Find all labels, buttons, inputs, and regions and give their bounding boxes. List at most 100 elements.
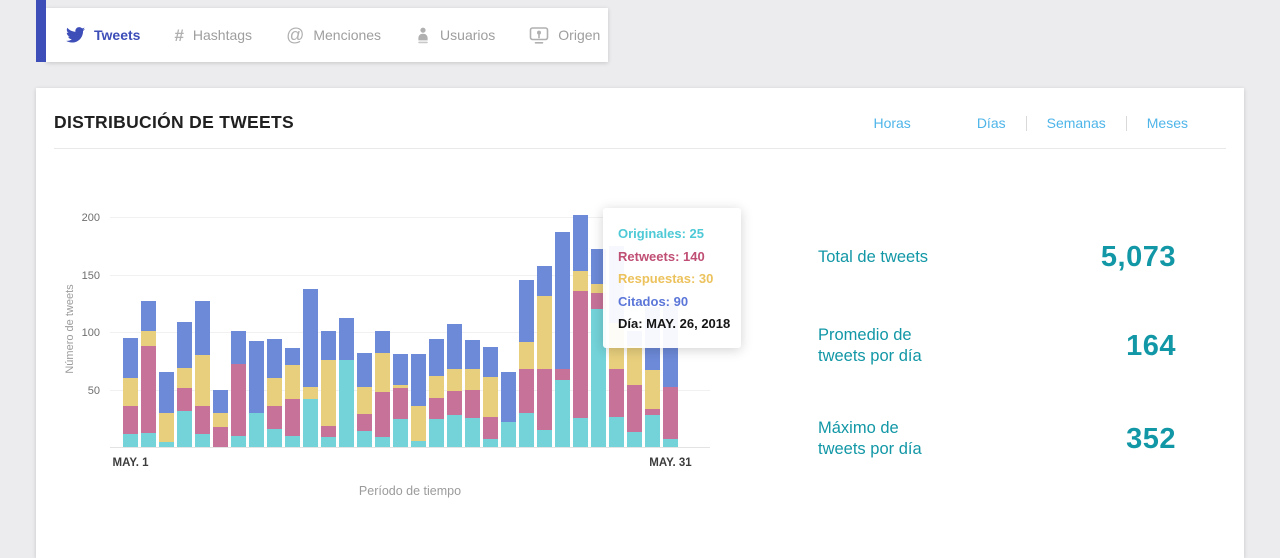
segment-retweets: [645, 409, 660, 415]
x-axis-title: Período de tiempo: [358, 484, 462, 498]
tab-origen[interactable]: Origen: [529, 26, 601, 44]
segment-citados: [267, 338, 282, 379]
segment-retweets: [519, 368, 534, 413]
tab-label: Origen: [558, 27, 601, 43]
segment-citados: [591, 249, 606, 284]
stat-label: Máximo de tweets por día: [818, 419, 922, 458]
filter-meses[interactable]: Meses: [1146, 115, 1188, 131]
bar-may-16[interactable]: [393, 353, 408, 447]
segment-retweets: [447, 390, 462, 415]
filter-dias[interactable]: Días: [976, 115, 1006, 131]
segment-originales: [483, 438, 498, 447]
segment-originales: [393, 419, 408, 447]
segment-respuestas: [303, 387, 318, 399]
stat-label: Promedio de tweets por día: [818, 326, 922, 365]
bar-may-29[interactable]: [627, 330, 642, 447]
stat-total-tweets: Total de tweets 5,073: [818, 229, 1176, 285]
segment-originales: [339, 359, 354, 447]
twitter-icon: [66, 27, 85, 43]
tooltip-citados: Citados: 90: [618, 293, 689, 309]
bar-may-24[interactable]: [537, 266, 552, 447]
segment-respuestas: [285, 365, 300, 399]
segment-originales: [357, 430, 372, 447]
segment-originales: [249, 412, 264, 447]
bar-may-19[interactable]: [447, 323, 462, 447]
segment-originales: [429, 419, 444, 447]
bar-may-27[interactable]: [591, 249, 606, 447]
segment-citados: [195, 300, 210, 356]
segment-retweets: [609, 368, 624, 418]
filter-horas[interactable]: Horas: [873, 115, 911, 131]
segment-originales: [231, 435, 246, 447]
bar-may-6[interactable]: [213, 389, 228, 447]
bar-may-2[interactable]: [141, 300, 156, 447]
segment-citados: [393, 353, 408, 385]
bar-may-3[interactable]: [159, 372, 174, 447]
segment-originales: [159, 442, 174, 447]
bar-may-12[interactable]: [321, 330, 336, 447]
bar-may-9[interactable]: [267, 338, 282, 447]
segment-retweets: [537, 368, 552, 430]
tab-usuarios[interactable]: Usuarios: [415, 27, 495, 44]
segment-retweets: [465, 389, 480, 419]
bar-may-26[interactable]: [573, 214, 588, 447]
segment-respuestas: [519, 342, 534, 369]
x-axis-line: [110, 447, 710, 448]
bar-may-23[interactable]: [519, 280, 534, 447]
tooltip-originales: Originales: 25: [618, 226, 704, 241]
segment-retweets: [141, 345, 156, 434]
segment-citados: [339, 318, 354, 360]
segment-retweets: [195, 405, 210, 435]
gridline-50: [110, 389, 710, 391]
tweet-distribution-panel: DISTRIBUCIÓN DE TWEETS Horas Días Semana…: [36, 88, 1244, 558]
tooltip-retweets: Retweets: 140: [618, 248, 705, 264]
tab-tweets[interactable]: Tweets: [66, 27, 140, 43]
bar-may-22[interactable]: [501, 372, 516, 447]
bar-may-17[interactable]: [411, 353, 426, 447]
bar-may-14[interactable]: [357, 352, 372, 447]
segment-originales: [141, 433, 156, 447]
tab-label: Usuarios: [440, 27, 496, 43]
bar-may-7[interactable]: [231, 330, 246, 447]
filter-semanas[interactable]: Semanas: [1046, 115, 1106, 131]
segment-originales: [537, 429, 552, 447]
segment-citados: [555, 231, 570, 369]
segment-originales: [447, 414, 462, 447]
segment-retweets: [393, 388, 408, 420]
segment-respuestas: [267, 378, 282, 406]
segment-respuestas: [195, 355, 210, 406]
segment-originales: [465, 418, 480, 447]
segment-citados: [501, 372, 516, 422]
gridline-100: [110, 332, 710, 333]
segment-citados: [321, 330, 336, 360]
segment-originales: [645, 414, 660, 447]
segment-respuestas: [213, 412, 228, 428]
segment-respuestas: [321, 359, 336, 427]
y-tick-label-100: 100: [81, 327, 100, 339]
bar-may-10[interactable]: [285, 348, 300, 447]
segment-citados: [123, 337, 138, 379]
tab-menciones[interactable]: @ Menciones: [286, 26, 381, 44]
tab-hashtags[interactable]: # Hashtags: [174, 27, 252, 44]
bar-may-11[interactable]: [303, 289, 318, 447]
bar-may-15[interactable]: [375, 330, 390, 447]
segment-citados: [213, 389, 228, 413]
segment-retweets: [573, 290, 588, 419]
chart-tooltip: Originales: 25 Retweets: 140 Respuestas:…: [603, 208, 741, 348]
bar-may-4[interactable]: [177, 321, 192, 447]
bar-may-8[interactable]: [249, 341, 264, 447]
bar-may-13[interactable]: [339, 318, 354, 447]
segment-respuestas: [393, 384, 408, 389]
bar-may-20[interactable]: [465, 340, 480, 447]
gridline-150: [110, 274, 710, 276]
gridline-200: [110, 217, 710, 218]
y-tick-label-50: 50: [87, 384, 100, 397]
bar-may-18[interactable]: [429, 338, 444, 447]
segment-respuestas: [159, 412, 174, 443]
time-granularity-filters: Horas Días Semanas Meses: [873, 115, 1188, 131]
bar-may-25[interactable]: [555, 231, 570, 447]
bar-may-5[interactable]: [195, 300, 210, 447]
bar-may-21[interactable]: [483, 346, 498, 447]
at-icon: @: [286, 25, 305, 45]
bar-may-1[interactable]: [123, 337, 138, 447]
